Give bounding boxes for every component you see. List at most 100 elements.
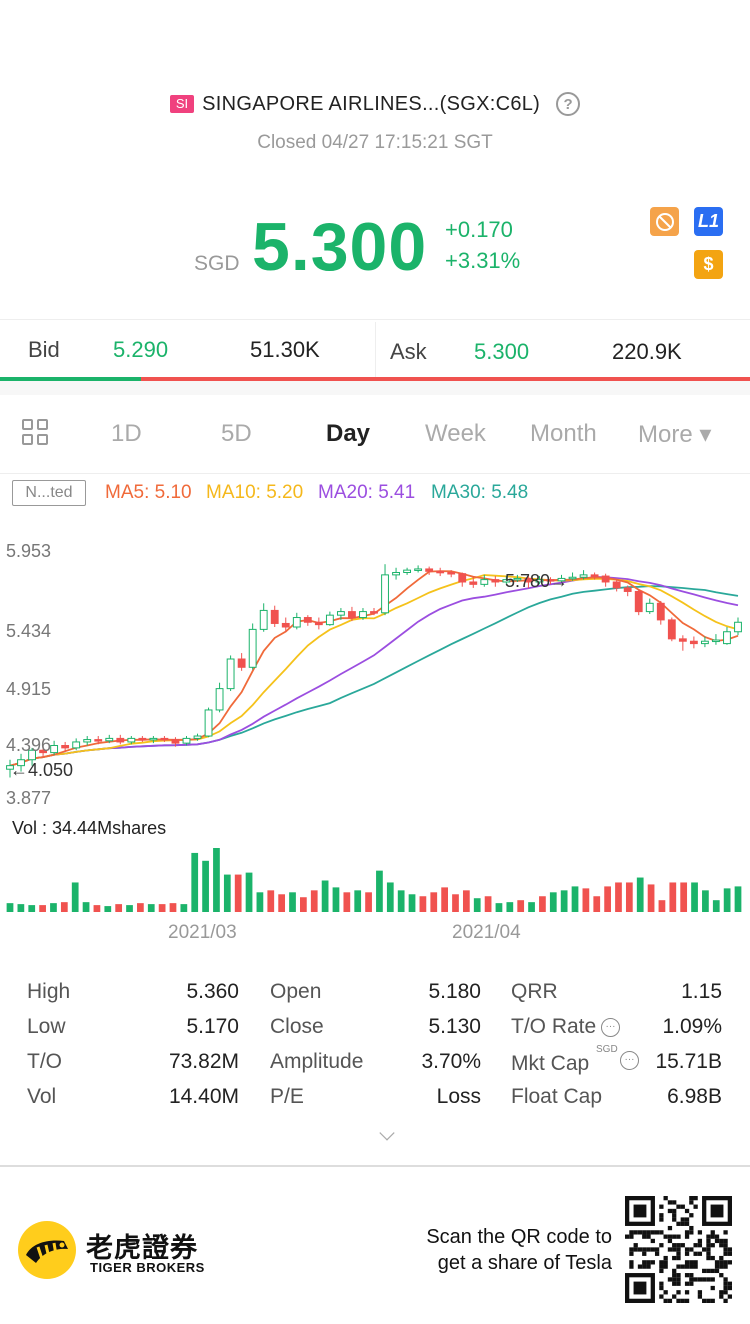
promo-footer[interactable]: 老虎證券 TIGER BROKERS Scan the QR code to g… (0, 1178, 750, 1324)
volume-bar (571, 886, 579, 912)
candle-body (601, 575, 610, 583)
stat-value: 3.70% (421, 1050, 481, 1073)
to-rate-info-icon[interactable]: ··· (601, 1018, 620, 1037)
qr-code-icon[interactable] (625, 1196, 732, 1303)
volume-bar (202, 860, 209, 912)
volume-bar (419, 896, 427, 912)
layout-grid-icon[interactable] (22, 419, 50, 447)
volume-bar (636, 877, 644, 912)
tab-day[interactable]: Day (326, 420, 371, 447)
volume-bar (560, 890, 568, 912)
volume-bar (604, 886, 611, 912)
bid-ask-separator (375, 322, 376, 377)
stat-value: 5.170 (186, 1015, 239, 1038)
candle-body (160, 737, 169, 741)
candle-body (370, 611, 378, 614)
tab-week[interactable]: Week (425, 420, 486, 447)
y-tick-label: 4.396 (6, 735, 52, 755)
help-icon[interactable]: ? (556, 92, 581, 116)
volume-bar (82, 902, 90, 912)
candle-body (480, 579, 489, 585)
candle-body (579, 574, 588, 578)
ask-ratio-bar (141, 377, 750, 381)
volume-bar (245, 872, 253, 912)
volume-bar (213, 848, 220, 912)
expand-chevron-icon[interactable] (379, 1125, 395, 1141)
candle-body (127, 737, 136, 743)
ma10-value: MA10: 5.20 (206, 482, 304, 503)
candle-body (204, 709, 213, 737)
candle-body (590, 574, 599, 577)
volume-bar (278, 894, 286, 912)
volume-bar (169, 903, 177, 912)
volume-bar (60, 902, 68, 912)
page-title[interactable]: SINGAPORE AIRLINES...(SGX:C6L) (202, 92, 541, 115)
tab-5d[interactable]: 5D (221, 420, 252, 447)
title-row[interactable]: SI SINGAPORE AIRLINES...(SGX:C6L) ? (0, 92, 750, 116)
stat-label: Vol (27, 1085, 57, 1108)
x-tick-label: 2021/04 (452, 922, 521, 943)
volume-bar (484, 896, 492, 912)
tab-more[interactable]: More ▾ (638, 421, 712, 448)
candle-body (491, 579, 500, 583)
volume-bar (332, 887, 340, 912)
stat-label: Open (270, 980, 322, 1003)
brand-name-cn: 老虎證券 (86, 1233, 198, 1263)
candle-body (723, 631, 731, 645)
candle-body (392, 572, 400, 576)
candle-body (193, 735, 202, 739)
volume-bar (158, 904, 166, 912)
volume-bar (408, 894, 416, 912)
stat-label: Close (270, 1015, 324, 1038)
candle-body (447, 572, 456, 575)
candle-body (612, 581, 621, 589)
ma5-line (9, 570, 739, 767)
candle-body (50, 745, 59, 754)
volume-bar (93, 905, 101, 912)
candle-body (458, 573, 467, 583)
stat-label: Low (27, 1015, 66, 1038)
market-status: Closed 04/27 17:15:21 SGT (257, 132, 493, 153)
candle-body (414, 568, 423, 571)
bid-size: 51.30K (250, 337, 320, 362)
candle-body (381, 574, 389, 614)
brand-name-en: TIGER BROKERS (90, 1260, 205, 1275)
volume-bar (495, 903, 503, 912)
candle-body (259, 609, 268, 630)
tab-1d[interactable]: 1D (111, 420, 142, 447)
price-change: +0.170 (445, 217, 513, 242)
candle-body (215, 688, 224, 711)
period-tabs: 1D 5D Day Week Month More ▾ (0, 395, 750, 473)
candle-body (403, 569, 412, 574)
candle-body (436, 570, 445, 574)
stat-label: T/O Rate (511, 1015, 597, 1038)
candle-body (689, 640, 698, 645)
no-short-icon[interactable] (650, 207, 679, 236)
level1-icon[interactable]: L1 (694, 207, 723, 236)
candle-body (734, 621, 742, 633)
candle-body (623, 587, 632, 592)
candle-body (39, 749, 48, 754)
stat-value: 5.130 (428, 1015, 481, 1038)
mkt-cap-info-icon[interactable]: ··· (620, 1051, 639, 1070)
candle-body (6, 765, 14, 770)
bid-ask-row[interactable]: Bid 5.290 51.30K Ask 5.300 220.9K (0, 320, 750, 378)
dollar-icon[interactable]: $ (694, 250, 723, 279)
volume-bar (126, 905, 133, 912)
tab-month[interactable]: Month (530, 420, 597, 447)
candle-body (667, 619, 676, 640)
volume-bar (321, 880, 329, 912)
ask-size: 220.9K (612, 339, 682, 364)
candle-body (182, 737, 191, 744)
candlestick-chart[interactable] (0, 530, 750, 820)
volume-bar (593, 896, 601, 912)
indicator-row: N...ted MA5: 5.10 MA10: 5.20 MA20: 5.41 … (0, 478, 750, 510)
candle-body (171, 739, 180, 744)
volume-bar (137, 903, 144, 912)
stat-value: 1.09% (662, 1015, 722, 1038)
tiger-logo-glyph (26, 1240, 68, 1263)
volume-bar (50, 903, 57, 912)
volume-bar (354, 890, 362, 912)
promo-text-line1: Scan the QR code to (426, 1226, 612, 1248)
indicator-note-button[interactable]: N...ted (12, 480, 86, 506)
